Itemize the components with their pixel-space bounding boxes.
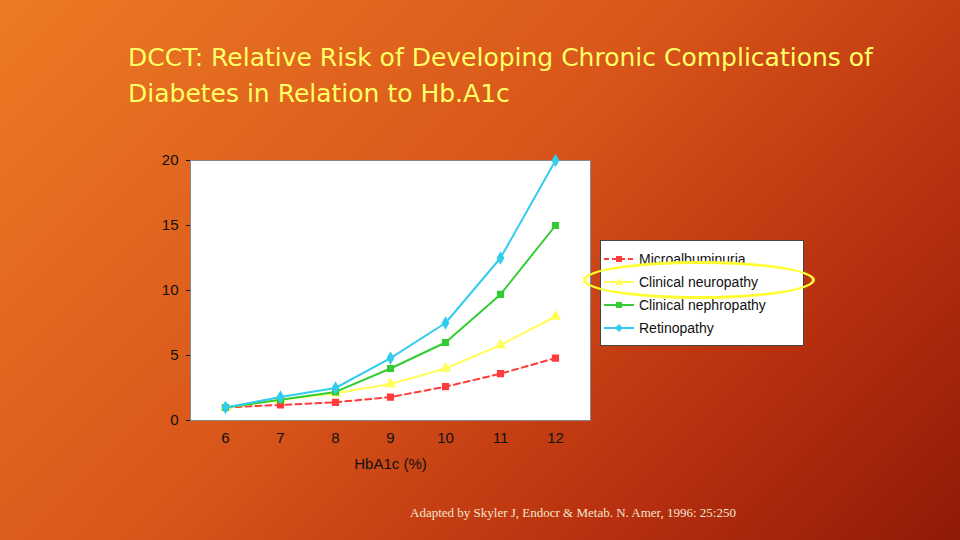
svg-text:9: 9 [386,429,394,446]
svg-text:5: 5 [170,346,178,363]
html-text:Retinopathy: Retinopathy [639,319,714,336]
svg-text:15: 15 [162,216,179,233]
svg-text:8: 8 [331,429,339,446]
svg-text:10: 10 [437,429,454,446]
html-text:Clinical nephropathy: Clinical nephropathy [639,296,766,313]
svg-text:11: 11 [493,429,509,446]
html-text:Microalbuminuria: Microalbuminuria [639,250,746,267]
svg-text:10: 10 [162,281,179,298]
svg-text:20: 20 [162,151,179,168]
svg-text:6: 6 [221,429,229,446]
svg-text:12: 12 [547,429,564,446]
html-text:Adapted by Skyler J, Endocr &: Adapted by Skyler J, Endocr & Metab. N. … [410,505,736,520]
svg-text:HbA1c (%): HbA1c (%) [354,455,427,472]
svg-text:7: 7 [276,429,284,446]
html-text:DCCT: Relative Risk of Develop: DCCT: Relative Risk of Developing Chroni… [128,43,873,108]
svg-text:0: 0 [170,411,178,428]
html-text:Clinical neuropathy: Clinical neuropathy [639,273,759,290]
